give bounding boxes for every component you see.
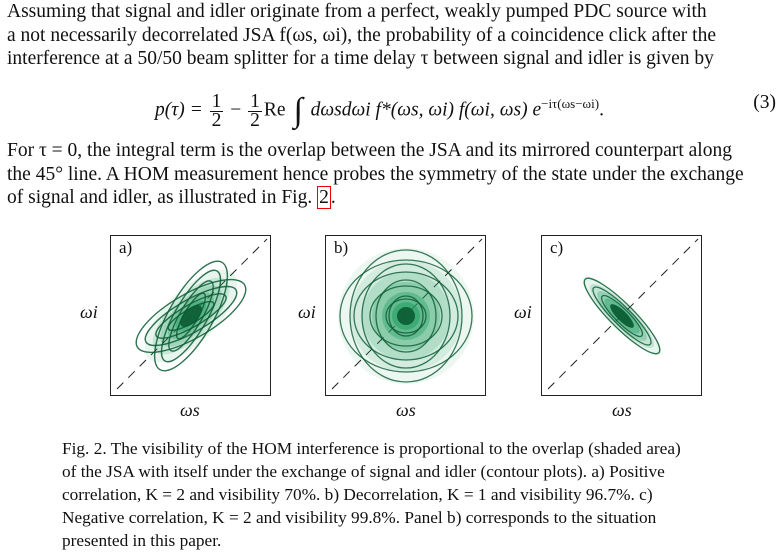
mirrored-contour [388, 295, 424, 337]
jsa-contour [168, 280, 214, 352]
mirrored-contour [361, 263, 451, 369]
text-line: interference at a 50/50 beam splitter fo… [7, 48, 714, 69]
fraction-numerator: 1 [248, 90, 262, 112]
fraction-half: 1 2 [209, 90, 224, 131]
integrand: dωsdωi f*(ωs, ωi) f(ωi, ωs) e [310, 99, 542, 121]
caption-line: Negative correlation, K = 2 and visibili… [62, 508, 657, 527]
diagonal-45-line [547, 238, 699, 390]
caption-line: Fig. 2. The visibility of the HOM interf… [62, 439, 681, 458]
figure-reference-link[interactable]: 2 [317, 186, 331, 209]
fraction-denominator: 2 [250, 109, 260, 131]
fraction-denominator: 2 [211, 109, 222, 131]
jsa-contour [600, 294, 644, 338]
y-axis-label-c: ωi [514, 302, 532, 322]
x-axis-label-b: ωs [396, 400, 416, 420]
jsa-plot-a [116, 238, 268, 390]
jsa-contour [369, 285, 443, 347]
jsa-contour [353, 271, 459, 361]
y-axis-label-a: ωi [80, 302, 98, 322]
fraction-half-2: 1 2 [248, 90, 262, 131]
jsa-contour [339, 259, 473, 373]
jsa-panel-a: a) [110, 235, 271, 396]
panel-label-b: b) [334, 238, 349, 257]
equation-lhs: p(τ) = [155, 99, 203, 121]
jsa-contour [583, 277, 661, 355]
exponent: −iτ(ωs−ωi) [541, 95, 600, 111]
text-fragment: of signal and idler, as illustrated in F… [7, 187, 318, 208]
jsa-plot-c [547, 238, 699, 390]
paragraph-hom: For τ = 0, the integral term is the over… [7, 139, 777, 210]
real-part-operator: Re [263, 99, 286, 121]
text-line: Assuming that signal and idler originate… [7, 1, 707, 22]
caption-line: presented in this paper. [62, 531, 222, 550]
text-line: a not necessarily decorrelated JSA f(ωs,… [7, 24, 716, 46]
jsa-plot-b [331, 238, 483, 390]
x-axis-label-c: ωs [612, 400, 632, 420]
caption-line: correlation, K = 2 and visibility 70%. b… [62, 485, 653, 504]
jsa-panel-b: b) [325, 235, 486, 396]
text-fragment: . [330, 187, 336, 208]
diagonal-45-line [331, 238, 483, 390]
jsa-contour [153, 260, 229, 372]
overlap-core [179, 304, 203, 328]
mirrored-contour [144, 285, 238, 347]
caption-line: of the JSA with itself under the exchang… [62, 462, 665, 481]
equation-number: (3) [753, 92, 776, 113]
equation-3: p(τ) = 1 2 − 1 2 Re ∫ dωsdωi f*(ωs, ωi) … [0, 82, 783, 132]
equation-end: . [599, 99, 604, 121]
text-line: the 45° line. A HOM measurement hence pr… [7, 163, 744, 185]
panel-label-a: a) [119, 238, 133, 257]
mirrored-contour [375, 279, 437, 353]
jsa-panel-c: c) [541, 235, 702, 396]
mirrored-contour [135, 278, 247, 354]
mirrored-contour [155, 293, 227, 339]
y-axis-label-b: ωi [298, 302, 316, 322]
jsa-contour [385, 298, 427, 334]
minus-sign: − [230, 99, 242, 121]
fraction-numerator: 1 [209, 90, 224, 112]
jsa-contour [160, 269, 222, 363]
jsa-contour [592, 286, 652, 346]
figure-caption: Fig. 2. The visibility of the HOM interf… [62, 437, 725, 552]
overlap-core [397, 307, 415, 325]
integral-sign: ∫ [293, 92, 303, 129]
text-line: For τ = 0, the integral term is the over… [7, 140, 732, 161]
equation-body: p(τ) = 1 2 − 1 2 Re ∫ dωsdωi f*(ωs, ωi) … [155, 90, 604, 131]
panel-label-c: c) [550, 238, 564, 257]
x-axis-label-a: ωs [180, 400, 200, 420]
mirrored-contour [349, 249, 463, 383]
paragraph-intro: Assuming that signal and idler originate… [7, 0, 777, 71]
diagonal-45-line [116, 238, 268, 390]
overlap-core [610, 304, 634, 328]
text-line: of signal and idler, as illustrated in F… [7, 186, 336, 209]
